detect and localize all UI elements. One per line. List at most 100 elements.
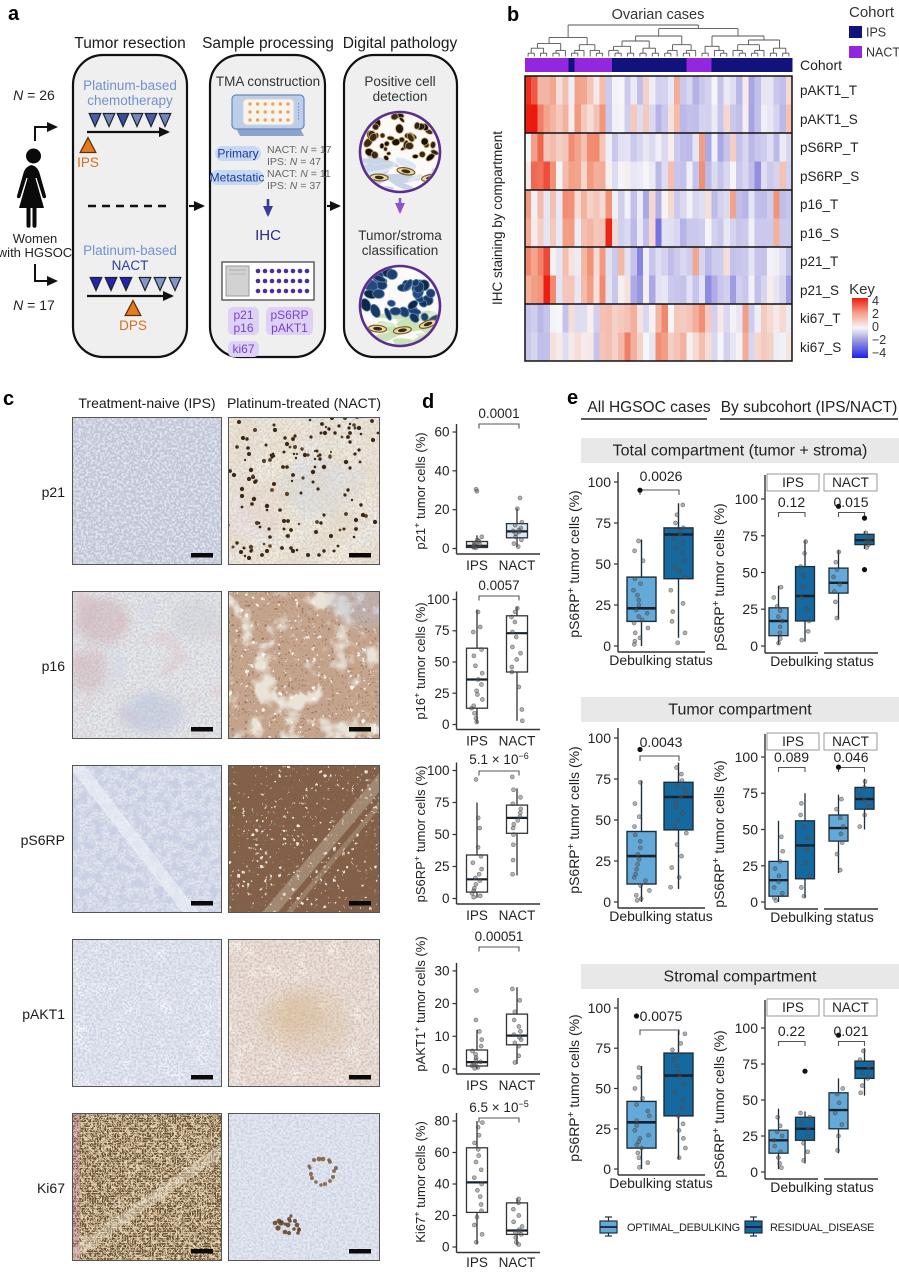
svg-text:Ovarian cases: Ovarian cases xyxy=(612,7,705,23)
svg-text:a: a xyxy=(8,3,20,25)
svg-text:NACT: NACT xyxy=(499,1255,536,1270)
svg-text:Total compartment (tumor + str: Total compartment (tumor + stroma) xyxy=(613,443,868,460)
svg-text:NACT: NACT xyxy=(112,258,149,273)
svg-text:75: 75 xyxy=(742,1056,758,1072)
svg-text:NACT: NACT xyxy=(499,734,536,749)
svg-text:NACT: NACT xyxy=(499,908,536,923)
svg-text:100: 100 xyxy=(427,592,450,607)
svg-text:80: 80 xyxy=(434,1114,449,1129)
svg-text:pS6RP_T: pS6RP_T xyxy=(800,140,859,155)
svg-text:N = 17: N = 17 xyxy=(13,297,55,313)
svg-text:b: b xyxy=(507,4,519,26)
svg-text:p16_S: p16_S xyxy=(800,226,839,241)
svg-text:10: 10 xyxy=(434,1029,449,1044)
svg-text:Women: Women xyxy=(13,231,58,246)
svg-text:75: 75 xyxy=(434,795,449,810)
svg-text:0.0026: 0.0026 xyxy=(640,468,683,484)
svg-text:NACT: NACT xyxy=(832,734,869,749)
svg-text:100: 100 xyxy=(588,474,612,490)
svg-text:0: 0 xyxy=(442,1240,450,1255)
svg-text:Key: Key xyxy=(849,281,875,298)
svg-text:Platinum-based: Platinum-based xyxy=(83,78,177,93)
svg-text:40: 40 xyxy=(434,1177,449,1192)
svg-text:0.015: 0.015 xyxy=(833,494,868,510)
svg-text:NACT: NACT xyxy=(832,1000,869,1015)
svg-text:Tumor resection: Tumor resection xyxy=(74,35,185,52)
svg-text:75: 75 xyxy=(595,515,611,531)
svg-text:Digital pathology: Digital pathology xyxy=(343,35,458,52)
svg-text:0.12: 0.12 xyxy=(778,494,805,510)
svg-text:50: 50 xyxy=(434,827,449,842)
svg-text:e: e xyxy=(567,390,578,409)
svg-text:50: 50 xyxy=(595,1081,611,1097)
svg-text:Metastatic: Metastatic xyxy=(210,171,265,185)
svg-text:p21: p21 xyxy=(233,308,253,322)
svg-text:25: 25 xyxy=(595,597,611,613)
svg-text:N = 26: N = 26 xyxy=(13,87,55,103)
svg-text:Tumor/stroma: Tumor/stroma xyxy=(358,228,442,243)
svg-text:20: 20 xyxy=(434,502,449,517)
svg-text:−4: −4 xyxy=(872,346,886,360)
svg-text:0: 0 xyxy=(750,638,758,654)
svg-text:50: 50 xyxy=(595,556,611,572)
svg-text:0: 0 xyxy=(442,541,450,556)
svg-text:IHC staining by compartment: IHC staining by compartment xyxy=(490,131,505,305)
svg-text:pS6RP+ tumor cells (%): pS6RP+ tumor cells (%) xyxy=(415,766,428,903)
svg-text:50: 50 xyxy=(742,1092,758,1108)
svg-text:NACT: NACT xyxy=(499,1078,536,1093)
svg-text:25: 25 xyxy=(595,1121,611,1137)
svg-text:RESIDUAL_DISEASE: RESIDUAL_DISEASE xyxy=(770,1222,874,1234)
svg-text:0.00051: 0.00051 xyxy=(475,929,524,944)
svg-text:pS6RP_S: pS6RP_S xyxy=(800,169,859,184)
svg-text:100: 100 xyxy=(735,491,759,507)
svg-text:0.0057: 0.0057 xyxy=(478,578,519,593)
svg-text:IPS: IPS xyxy=(466,1078,488,1093)
svg-text:0: 0 xyxy=(442,1062,450,1077)
svg-text:Sample processing: Sample processing xyxy=(202,35,334,52)
svg-text:ki67_T: ki67_T xyxy=(800,311,841,326)
svg-text:40: 40 xyxy=(434,463,449,478)
svg-text:Debulking status: Debulking status xyxy=(770,1179,874,1195)
svg-text:Debulking status: Debulking status xyxy=(609,1175,713,1191)
svg-text:IPS: IPS xyxy=(866,26,886,40)
svg-text:IPS: IPS xyxy=(782,734,804,749)
svg-text:IHC: IHC xyxy=(255,227,281,244)
svg-text:p16_T: p16_T xyxy=(800,197,838,212)
svg-text:pAKT1_S: pAKT1_S xyxy=(800,112,858,127)
svg-text:Cohort: Cohort xyxy=(800,57,842,73)
svg-text:IPS: IPS xyxy=(466,908,488,923)
svg-text:0: 0 xyxy=(750,1164,758,1180)
svg-text:−2: −2 xyxy=(872,333,886,347)
svg-text:IPS: N = 37: IPS: N = 37 xyxy=(267,180,321,192)
svg-text:By subcohort (IPS/NACT): By subcohort (IPS/NACT) xyxy=(721,399,898,416)
svg-text:pAKT1+ tumor cells (%): pAKT1+ tumor cells (%) xyxy=(415,936,428,1071)
svg-text:d: d xyxy=(422,391,434,413)
svg-text:NACT: NACT xyxy=(499,558,536,573)
svg-text:100: 100 xyxy=(427,763,450,778)
svg-text:OPTIMAL_DEBULKING: OPTIMAL_DEBULKING xyxy=(627,1222,740,1234)
svg-text:pS6RP+ tumor cells (%): pS6RP+ tumor cells (%) xyxy=(711,503,728,650)
svg-text:Debulking status: Debulking status xyxy=(770,653,874,669)
svg-text:Platinum-based: Platinum-based xyxy=(83,243,177,258)
svg-text:IPS: IPS xyxy=(782,475,804,490)
svg-text:IPS: IPS xyxy=(466,1255,488,1270)
svg-text:4: 4 xyxy=(872,294,879,308)
svg-text:Debulking status: Debulking status xyxy=(770,909,874,925)
svg-text:Tumor compartment: Tumor compartment xyxy=(668,702,812,719)
svg-text:25: 25 xyxy=(595,853,611,869)
svg-text:100: 100 xyxy=(735,1020,759,1036)
svg-text:100: 100 xyxy=(735,749,759,765)
svg-text:0: 0 xyxy=(872,320,879,334)
svg-text:IPS: IPS xyxy=(466,734,488,749)
svg-text:p21_S: p21_S xyxy=(800,283,839,298)
svg-text:NACT: N = 11: NACT: N = 11 xyxy=(267,168,331,180)
svg-text:50: 50 xyxy=(742,822,758,838)
svg-text:classification: classification xyxy=(362,243,439,258)
svg-text:25: 25 xyxy=(742,1128,758,1144)
svg-text:ki67_S: ki67_S xyxy=(800,340,841,355)
svg-text:50: 50 xyxy=(434,655,449,670)
svg-text:25: 25 xyxy=(434,859,449,874)
svg-text:75: 75 xyxy=(742,528,758,544)
svg-text:6.5 × 10−5: 6.5 × 10−5 xyxy=(469,1099,528,1115)
svg-text:IPS: N = 47: IPS: N = 47 xyxy=(267,156,321,168)
